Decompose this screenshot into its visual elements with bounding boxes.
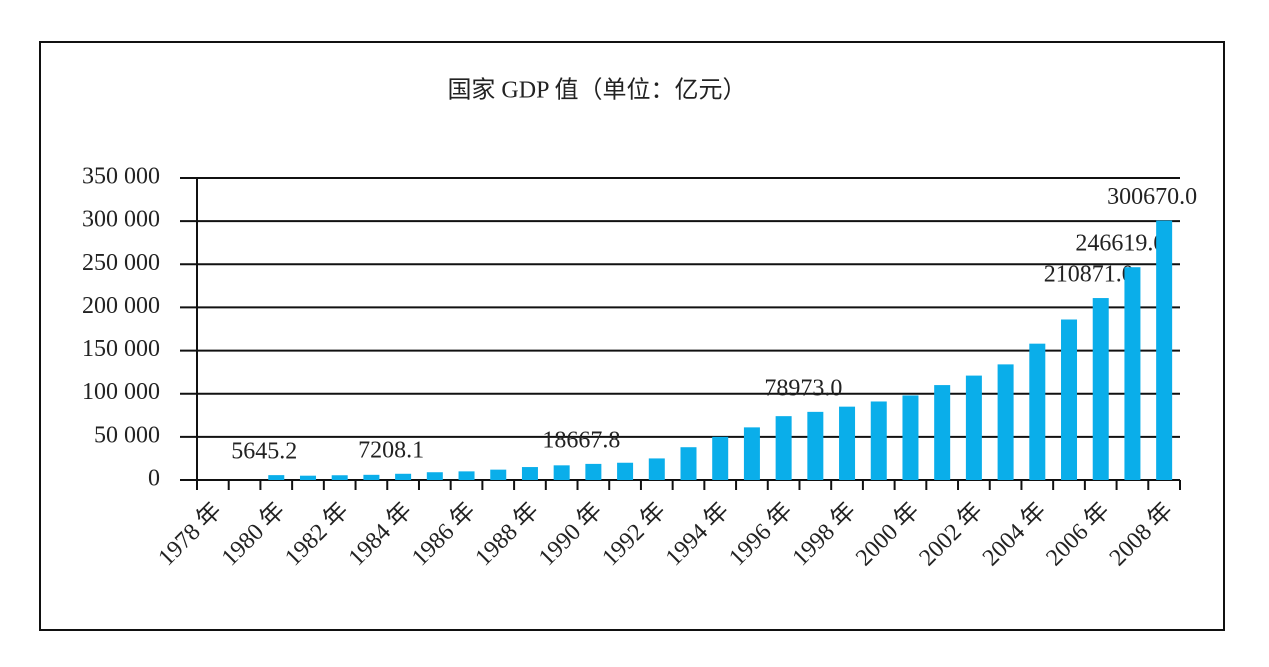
bar bbox=[680, 447, 697, 480]
x-tick-label: 2004 年 bbox=[977, 497, 1051, 571]
x-tick-label: 2002 年 bbox=[914, 497, 988, 571]
bar bbox=[521, 467, 538, 480]
x-tick-label: 1980 年 bbox=[216, 497, 290, 571]
bar bbox=[775, 416, 792, 480]
x-tick-label: 1988 年 bbox=[470, 497, 544, 571]
y-tick-label: 300 000 bbox=[82, 207, 160, 233]
y-tick-label: 0 bbox=[148, 466, 160, 492]
x-tick-label: 1978 年 bbox=[153, 497, 227, 571]
x-tick-label: 2008 年 bbox=[1104, 497, 1178, 571]
chart-border bbox=[39, 41, 1225, 631]
y-tick-label: 250 000 bbox=[82, 250, 160, 276]
bar bbox=[268, 475, 285, 480]
bar bbox=[299, 475, 316, 480]
data-label: 7208.1 bbox=[358, 437, 424, 463]
data-label: 18667.8 bbox=[542, 427, 620, 453]
bar bbox=[870, 401, 887, 480]
bar bbox=[743, 427, 760, 480]
data-label: 246619.0 bbox=[1075, 231, 1165, 257]
bar bbox=[1124, 267, 1141, 480]
bar bbox=[490, 469, 507, 480]
x-tick-label: 1982 年 bbox=[280, 497, 354, 571]
x-tick-label: 1998 年 bbox=[787, 497, 861, 571]
chart-title: 国家 GDP 值（单位：亿元） bbox=[447, 77, 746, 104]
data-label: 78973.0 bbox=[764, 375, 842, 401]
x-tick-label: 2006 年 bbox=[1041, 497, 1115, 571]
bar bbox=[1092, 298, 1109, 480]
data-label: 5645.2 bbox=[231, 439, 297, 465]
bar bbox=[965, 375, 982, 480]
x-tick-label: 1992 年 bbox=[597, 497, 671, 571]
y-tick-label: 100 000 bbox=[82, 379, 160, 405]
bar bbox=[617, 462, 634, 480]
y-tick-label: 350 000 bbox=[82, 164, 160, 190]
data-label: 210871.0 bbox=[1044, 262, 1134, 288]
bar bbox=[458, 471, 475, 480]
bar bbox=[331, 475, 348, 480]
x-tick-label: 1984 年 bbox=[343, 497, 417, 571]
x-tick-label: 2000 年 bbox=[850, 497, 924, 571]
bar bbox=[553, 465, 570, 480]
y-tick-label: 150 000 bbox=[82, 336, 160, 362]
bar bbox=[934, 385, 951, 480]
bar bbox=[648, 458, 665, 480]
data-label: 300670.0 bbox=[1107, 184, 1197, 210]
y-tick-label: 200 000 bbox=[82, 293, 160, 319]
x-tick-label: 1996 年 bbox=[724, 497, 798, 571]
bar bbox=[807, 411, 824, 480]
bar bbox=[585, 463, 602, 480]
x-tick-label: 1986 年 bbox=[406, 497, 480, 571]
y-tick-label: 50 000 bbox=[94, 422, 160, 448]
bar bbox=[1156, 220, 1173, 480]
bar bbox=[712, 436, 729, 480]
bar bbox=[1029, 343, 1046, 480]
bar bbox=[426, 472, 443, 480]
bar bbox=[839, 406, 856, 480]
x-tick-label: 1994 年 bbox=[660, 497, 734, 571]
bar bbox=[395, 473, 412, 480]
x-tick-label: 1990 年 bbox=[533, 497, 607, 571]
bar bbox=[902, 395, 919, 480]
bar bbox=[1061, 319, 1078, 480]
bar bbox=[363, 474, 380, 480]
bar bbox=[997, 364, 1014, 480]
